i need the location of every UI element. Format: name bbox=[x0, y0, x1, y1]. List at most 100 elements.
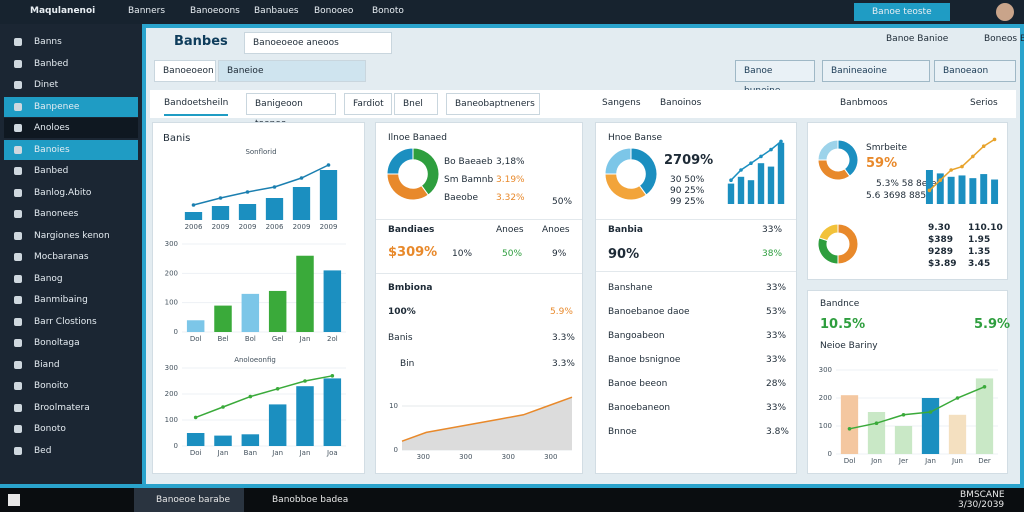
nav-item[interactable]: Dinet bbox=[4, 75, 138, 95]
point bbox=[938, 178, 943, 182]
y-tick-label: 300 bbox=[165, 240, 178, 248]
dropdown[interactable]: Banigeoon toeneo bbox=[246, 93, 336, 129]
point bbox=[927, 188, 932, 193]
bar bbox=[958, 175, 966, 204]
bar bbox=[265, 198, 284, 220]
app-name: Maqulanenoi bbox=[30, 6, 96, 16]
nav-item[interactable]: Bonoto bbox=[4, 419, 138, 439]
bar bbox=[747, 180, 755, 204]
bar bbox=[186, 320, 205, 332]
point bbox=[901, 413, 906, 417]
nav-item[interactable]: Mocbaranas bbox=[4, 247, 138, 267]
nav-item[interactable]: Biand bbox=[4, 355, 138, 375]
tab[interactable]: Banoeoons bbox=[190, 6, 240, 16]
bar bbox=[323, 378, 342, 446]
card-title: Ilnoe Banaed bbox=[388, 133, 447, 143]
tab[interactable]: Bonoto bbox=[372, 6, 404, 16]
row-value: 1.95 bbox=[968, 235, 991, 245]
nav-item[interactable]: Banonees bbox=[4, 204, 138, 224]
point bbox=[982, 385, 987, 389]
bar bbox=[867, 412, 886, 454]
nav-item[interactable]: Banog bbox=[4, 269, 138, 289]
x-tick-label: Joa bbox=[326, 449, 338, 457]
legend-value: 3,18% bbox=[496, 157, 525, 167]
chart: 0 10 300 300 300 300 bbox=[389, 396, 573, 461]
x-tick-label: Bol bbox=[245, 335, 256, 343]
button[interactable]: Banoeaon bbox=[934, 60, 1016, 82]
nav-item[interactable]: Banbed bbox=[4, 161, 138, 181]
x-tick-label: Jer bbox=[898, 457, 908, 465]
tab[interactable]: Banbaues bbox=[254, 6, 299, 16]
nav-item[interactable]: Banpenee bbox=[4, 96, 138, 117]
avatar[interactable] bbox=[996, 3, 1014, 21]
tab[interactable]: Bandoetsheiln bbox=[164, 98, 229, 116]
x-tick-label: 2009 bbox=[293, 223, 311, 231]
x-tick-label: Jan bbox=[217, 449, 229, 457]
x-tick-label: Jan bbox=[271, 449, 283, 457]
point bbox=[928, 410, 933, 414]
user[interactable]: Boneos Banoe bbox=[984, 34, 1024, 44]
account-button[interactable]: Banoe teoste bbox=[854, 3, 950, 21]
taskbar: Banoeoe barabe Banobboe badea BMSCANE 3/… bbox=[0, 488, 1024, 512]
radio[interactable]: Serios bbox=[970, 98, 998, 108]
x-tick-label: 2009 bbox=[212, 223, 230, 231]
bar bbox=[296, 386, 314, 446]
nav-item[interactable]: Barr Clostions bbox=[4, 312, 138, 332]
radio[interactable]: Banbmoos bbox=[840, 98, 888, 108]
tab[interactable]: Bonooeo bbox=[314, 6, 354, 16]
row-label: Banis bbox=[388, 333, 413, 343]
search[interactable]: Banoeoeoe aneoos bbox=[244, 32, 392, 54]
nav-item[interactable]: Broolmatera bbox=[4, 398, 138, 418]
bar bbox=[268, 290, 287, 332]
tab[interactable]: Sangens bbox=[602, 98, 641, 108]
x-tick-label: 2ol bbox=[327, 335, 338, 343]
nav-item[interactable]: Banoies bbox=[4, 139, 138, 160]
bar bbox=[241, 434, 260, 446]
line bbox=[401, 396, 573, 442]
nav-item[interactable]: Bonoito bbox=[4, 376, 138, 396]
nav-item[interactable]: Banmibaing bbox=[4, 290, 138, 310]
nav-item[interactable]: Banbed bbox=[4, 54, 138, 74]
nav-item[interactable]: Banns bbox=[4, 32, 138, 52]
donut-slice bbox=[837, 224, 858, 264]
user[interactable]: Banoe Banioe bbox=[886, 34, 949, 44]
point bbox=[759, 154, 763, 159]
donut-slice bbox=[387, 173, 429, 200]
filter[interactable]: Banoeoeon bbox=[154, 60, 216, 82]
dropdown[interactable]: Baneobaptneners bbox=[446, 93, 540, 115]
nav-item[interactable]: Bonoltaga bbox=[4, 333, 138, 353]
bar bbox=[727, 183, 735, 204]
point bbox=[749, 161, 753, 165]
row-value: 33% bbox=[766, 355, 787, 365]
nav-item[interactable]: Bed bbox=[4, 441, 138, 461]
bar bbox=[980, 174, 988, 204]
button[interactable]: Banoe buneine bbox=[735, 60, 815, 96]
bar bbox=[296, 255, 314, 332]
card-title: Banis bbox=[163, 133, 191, 144]
nav-item[interactable]: Nargiones kenon bbox=[4, 226, 138, 246]
bar bbox=[186, 433, 205, 446]
button[interactable]: Banineaoine bbox=[822, 60, 930, 82]
legend-item: Baeobe bbox=[444, 193, 478, 203]
start-button[interactable] bbox=[8, 494, 20, 506]
bar bbox=[840, 395, 859, 454]
task[interactable]: Banoeoe barabe bbox=[134, 488, 244, 512]
bar bbox=[211, 206, 230, 220]
tab[interactable]: Banoinos bbox=[660, 98, 702, 108]
dropdown[interactable]: Fardiot bbox=[344, 93, 392, 115]
row-label: $389 bbox=[928, 235, 954, 245]
point bbox=[955, 396, 960, 400]
nav-item[interactable]: Anoloes bbox=[4, 118, 138, 138]
point bbox=[779, 139, 783, 144]
point bbox=[981, 144, 986, 148]
task[interactable]: Banobboe badea bbox=[272, 495, 349, 505]
row-label: 100% bbox=[388, 307, 416, 317]
clock: BMSCANE bbox=[960, 490, 1005, 500]
filter[interactable]: Baneioe bbox=[218, 60, 366, 82]
dropdown[interactable]: Bnel bbox=[394, 93, 438, 115]
chart: Anoloeonfig 0 100 200 300 Doi Jan Ban Jan Jan Joa bbox=[165, 356, 346, 457]
x-tick-label: Dol bbox=[190, 335, 202, 343]
tab[interactable]: Banners bbox=[128, 6, 166, 16]
nav-item[interactable]: Banlog.Abito bbox=[4, 183, 138, 203]
bar bbox=[214, 435, 232, 446]
